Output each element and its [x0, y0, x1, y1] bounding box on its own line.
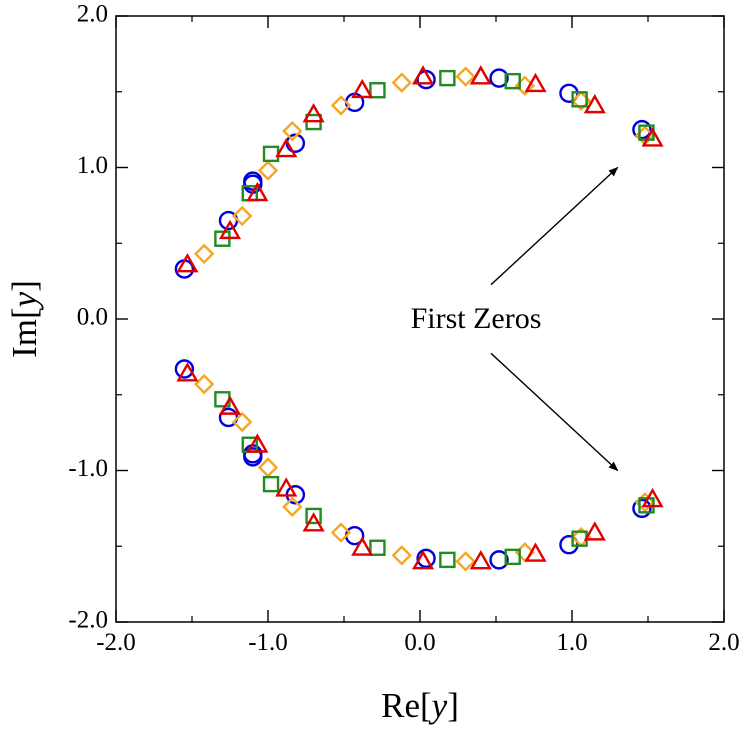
triangle-point	[351, 536, 374, 556]
triangle-point	[583, 521, 606, 541]
diamond-point	[330, 522, 352, 543]
triangle-point	[275, 137, 298, 158]
x-tick-label: 2.0	[708, 629, 739, 656]
x-axis-title: Re[y]	[381, 686, 459, 725]
square-point	[369, 539, 386, 556]
diamond-point	[257, 457, 279, 478]
data-points	[174, 65, 664, 572]
triangle-point	[411, 549, 435, 570]
y-tick-label: 2.0	[77, 1, 108, 28]
circle-point	[632, 498, 652, 519]
triangle-point	[246, 433, 269, 453]
triangle-point	[583, 93, 606, 114]
triangle-point	[641, 487, 664, 508]
triangle-point	[218, 219, 242, 240]
x-tick-label: -1.0	[248, 629, 288, 656]
square-point	[439, 551, 456, 569]
circle-point	[243, 447, 263, 467]
diamond-point	[455, 66, 476, 87]
square-point	[504, 548, 521, 566]
annotation-arrow-lower	[490, 352, 619, 472]
diamond-point	[391, 72, 412, 93]
triangle-point	[246, 181, 269, 202]
y-tick-label: -2.0	[68, 607, 108, 634]
square-point	[262, 475, 280, 493]
circle-point	[489, 68, 509, 88]
triangle-point	[176, 253, 199, 273]
diamond-point	[330, 95, 352, 116]
y-axis-title: Im[y]	[5, 280, 44, 358]
square-point	[262, 145, 280, 163]
square-point	[571, 91, 588, 108]
diamond-point	[282, 120, 303, 142]
triangle-point	[524, 542, 547, 562]
diamond-point	[231, 411, 253, 433]
axis-tick-labels: -2.0 -1.0 0.0 1.0 2.0 -2.0 -1.0 0.0 1.0 2.0	[68, 1, 739, 656]
y-tick-label: -1.0	[68, 455, 108, 482]
y-tick-label: 0.0	[77, 304, 108, 331]
triangle-point	[302, 512, 325, 532]
triangle-point	[469, 549, 492, 570]
diamond-point	[193, 243, 215, 265]
square-point	[504, 72, 521, 90]
axis-ticks	[115, 15, 725, 623]
square-point	[305, 507, 322, 525]
triangle-point	[351, 78, 374, 99]
diamond-point	[231, 205, 253, 227]
square-point	[439, 69, 456, 87]
square-point	[369, 82, 386, 99]
circle-point	[632, 119, 652, 140]
diamond-point	[455, 551, 476, 572]
triangle-point	[275, 477, 298, 497]
circle-point	[174, 359, 195, 379]
circle-point	[416, 548, 436, 569]
y-tick-label: 1.0	[77, 152, 108, 179]
annotation-label: First Zeros	[411, 302, 542, 335]
triangle-point	[302, 103, 325, 123]
x-tick-label: -2.0	[96, 629, 136, 656]
annotation-arrow-upper	[490, 166, 619, 286]
x-tick-label: 1.0	[556, 629, 587, 656]
diamond-point	[257, 160, 279, 181]
triangle-point	[641, 127, 664, 147]
triangle-point	[218, 395, 242, 415]
diamond-point	[282, 496, 303, 518]
triangle-point	[176, 362, 199, 382]
circle-point	[489, 550, 509, 570]
diamond-point	[193, 373, 215, 395]
triangle-point	[469, 65, 492, 85]
triangle-point	[411, 65, 435, 85]
x-tick-label: 0.0	[404, 629, 435, 656]
circle-point	[243, 171, 263, 191]
triangle-point	[524, 72, 547, 93]
diamond-point	[391, 545, 412, 566]
annotation-group: First Zeros	[411, 166, 619, 472]
